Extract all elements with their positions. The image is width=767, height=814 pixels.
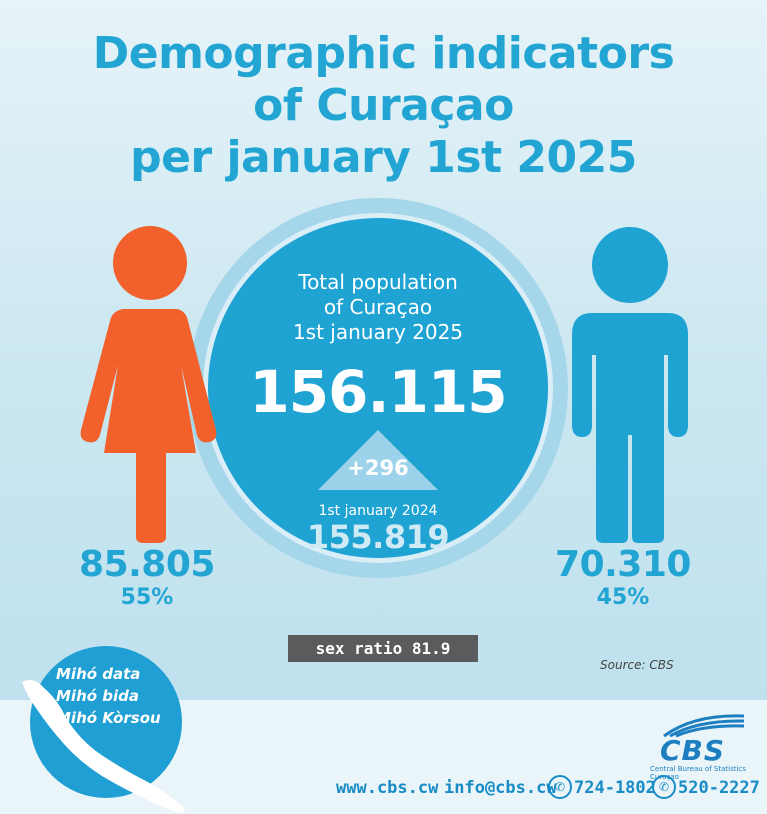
population-circle — [208, 218, 548, 558]
total-population-label: Total population of Curaçao 1st january … — [292, 270, 464, 344]
cbs-logo-text: CBS — [660, 734, 726, 767]
phone-number-2[interactable]: 520-2227 — [678, 778, 760, 798]
phone-number-1[interactable]: 724-1802 — [574, 778, 656, 798]
title-line-1: Demographic indicators — [92, 28, 675, 79]
curacao-island-icon — [22, 680, 185, 813]
whatsapp-icon: ✆ — [652, 775, 676, 799]
increase-triangle-icon — [318, 430, 438, 490]
male-figure-icon — [572, 227, 688, 543]
cbs-logo-icon — [663, 714, 745, 738]
title-line-2: of Curaçao — [253, 80, 514, 131]
population-change: +296 — [347, 456, 409, 480]
female-percent: 55% — [120, 585, 174, 610]
female-stat: 85.805 55% — [72, 545, 222, 611]
title-line-3: per january 1st 2025 — [130, 132, 637, 183]
previous-year-value: 155.819 — [306, 518, 450, 556]
female-count: 85.805 — [79, 544, 215, 585]
phone-icon: ✆ — [548, 775, 572, 799]
male-count: 70.310 — [555, 544, 691, 585]
total-population-value: 156.115 — [249, 358, 507, 426]
slogan-text: Mihó data Mihó bida Mihó Kòrsou — [56, 665, 161, 727]
source-note: Source: CBS — [600, 658, 674, 672]
page-title: Demographic indicators of Curaçao per ja… — [0, 28, 767, 184]
email-link[interactable]: info@cbs.cw — [444, 778, 557, 798]
sex-ratio-badge: sex ratio 81.9 — [288, 635, 478, 662]
male-stat: 70.310 45% — [548, 545, 698, 611]
previous-year-label: 1st january 2024 — [318, 503, 438, 519]
website-link[interactable]: www.cbs.cw — [336, 778, 439, 798]
female-figure-icon — [80, 226, 217, 543]
male-percent: 45% — [596, 585, 650, 610]
